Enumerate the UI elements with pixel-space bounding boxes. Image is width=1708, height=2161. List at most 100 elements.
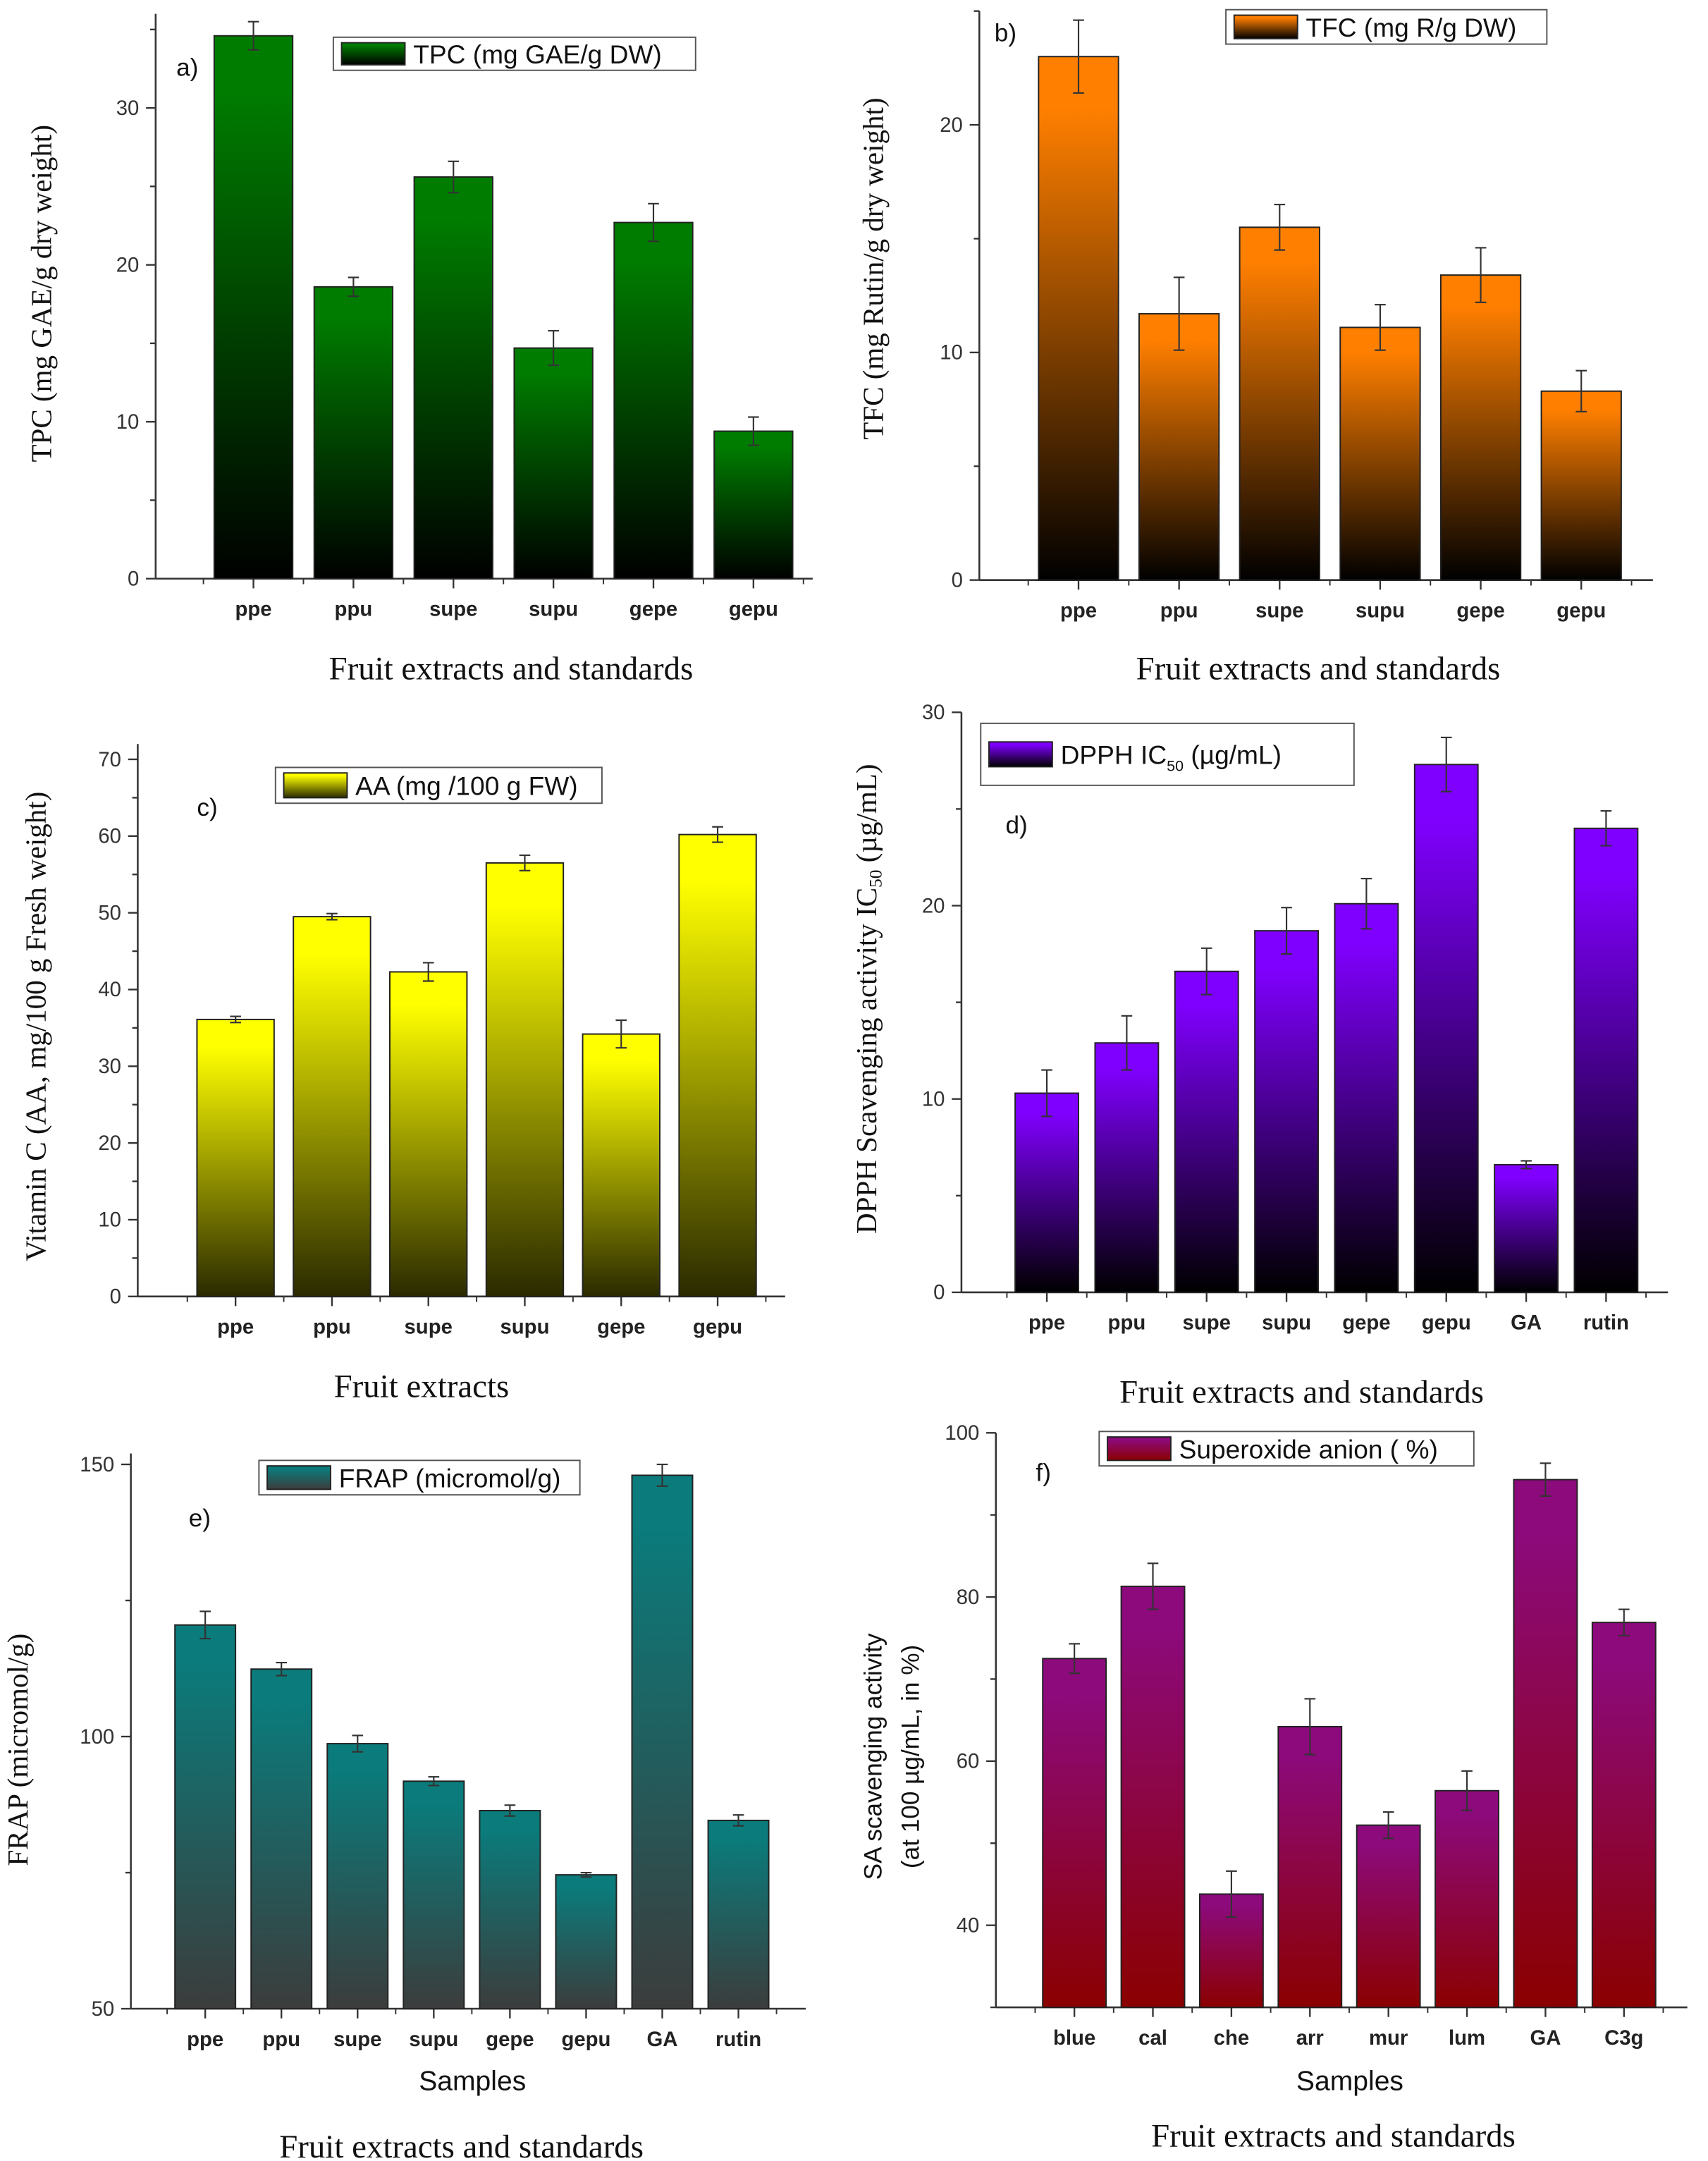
bar-rutin: [1573, 827, 1639, 1293]
x-tick-label: gepu: [729, 598, 778, 621]
error-bar-GA: [656, 1463, 668, 1487]
bar-gepu: [713, 430, 794, 580]
chart-panel-d: 0 10 20 30 ppe ppu supe supu gepe gepu GA rutin DPPH…: [850, 701, 1669, 1410]
error-bar-C3g: [1618, 1608, 1630, 1636]
bar-blue: [1042, 1658, 1107, 2009]
bar-ppe: [1014, 1092, 1079, 1293]
bar-ppu: [250, 1668, 313, 2010]
y-tick-label: 80: [957, 1586, 980, 1609]
y-tick-label: 0: [128, 568, 139, 591]
bar-ppu: [1094, 1042, 1160, 1293]
x-tick-label: GA: [1511, 1311, 1542, 1335]
x-tick-label: gepu: [1422, 1311, 1471, 1335]
y-tick-label: 60: [98, 825, 121, 848]
bar-mur: [1356, 1824, 1421, 2009]
x-tick-label: ppe: [217, 1316, 254, 1339]
error-bar-lum: [1461, 1770, 1473, 1811]
bar-supu: [1339, 326, 1421, 581]
y-tick-label: 20: [98, 1132, 121, 1155]
chart-panel-a: 0 10 20 30 ppe ppu supe supu gepe gepu TPC (mg GAE…: [25, 13, 813, 687]
error-bar-ppe: [247, 20, 259, 51]
y-tick-label: 10: [922, 1087, 945, 1110]
error-bar-gepu: [580, 1871, 592, 1878]
panel-label: b): [995, 20, 1016, 47]
legend: DPPH IC50 (µg/mL): [980, 722, 1355, 786]
x-tick-label: gepu: [561, 2028, 610, 2051]
error-bar-GA: [1520, 1160, 1532, 1170]
error-bar-ppu: [276, 1661, 288, 1677]
legend-swatch: [266, 1465, 331, 1490]
bar-gepe: [479, 1810, 541, 2010]
y-tick-label: 40: [98, 978, 121, 1001]
y-axis-label: TPC (mg GAE/g dry weight): [25, 125, 57, 462]
x-tick-label: supe: [405, 1316, 453, 1339]
chart-panel-c: 0 10 20 30 40 50 60 70 ppe ppu supe supu gepe gepu AA …: [19, 744, 785, 1404]
bar-gepu: [1540, 390, 1622, 581]
x-tick-label: supu: [500, 1316, 549, 1339]
bar-GA: [1513, 1479, 1578, 2009]
bar-supu: [513, 347, 594, 580]
x-axis-label: Fruit extracts: [334, 1368, 510, 1404]
error-bar-blue: [1069, 1643, 1080, 1675]
y-tick-label: 20: [116, 253, 140, 276]
bar-lum: [1434, 1789, 1499, 2009]
x-axis-label: Fruit extracts and standards: [1119, 1373, 1484, 1410]
bar-GA: [631, 1474, 694, 2010]
bar-ppu: [1138, 313, 1220, 581]
error-bar-supu: [428, 1776, 440, 1787]
error-bar-supe: [1274, 203, 1286, 251]
x-tick-label: GA: [1530, 2026, 1561, 2050]
legend-label: AA (mg /100 g FW): [355, 771, 578, 801]
x-axis-label: Fruit extracts and standards: [1136, 650, 1501, 687]
error-bar-gepu: [1575, 369, 1587, 412]
panel-label: c): [197, 794, 217, 821]
error-bar-gepe: [1360, 878, 1372, 930]
legend: Superoxide anion ( %): [1098, 1431, 1475, 1467]
y-axis-label-2: (at 100 µg/mL, in %): [897, 1645, 924, 1868]
x-tick-label: gepe: [597, 1316, 645, 1339]
error-bar-gepu: [748, 416, 759, 446]
error-bar-supu: [1281, 907, 1292, 955]
bar-supe: [1239, 226, 1320, 581]
y-axis-label: DPPH Scavenging activity IC50 (µg/mL): [850, 764, 886, 1233]
error-bar-GA: [1540, 1462, 1552, 1497]
x-tick-label: supe: [1255, 599, 1303, 622]
chart-panel-f: 40 60 80 100 blue cal che arr mur lum GA C3g Superox…: [860, 1421, 1688, 2154]
error-bar-supu: [1375, 304, 1386, 351]
y-tick-label: 20: [922, 894, 945, 917]
bar-supe: [326, 1743, 389, 2010]
x-tick-label: supe: [1183, 1311, 1231, 1335]
bar-supe: [1174, 970, 1239, 1293]
x-tick-label: supu: [1262, 1311, 1311, 1335]
x-axis-label: Fruit extracts and standards: [329, 650, 694, 687]
x-tick-label: ppu: [335, 598, 373, 621]
bar-ppu: [293, 916, 371, 1297]
error-bar-supe: [1200, 947, 1212, 996]
x-tick-label: rutin: [715, 2028, 761, 2051]
x-tick-label: blue: [1053, 2026, 1095, 2050]
x-tick-label: ppu: [262, 2028, 300, 2051]
panel-label: a): [176, 54, 198, 82]
x-axis-label: Samples: [1296, 2066, 1403, 2096]
error-bar-supe: [422, 962, 434, 982]
bar-ppu: [313, 286, 394, 580]
error-bar-gepu: [1440, 736, 1452, 792]
error-bar-supe: [448, 160, 460, 194]
bar-gepe: [582, 1033, 661, 1297]
caption: Fruit extracts and standards: [279, 2129, 644, 2161]
error-bar-supu: [519, 854, 531, 871]
error-bar-ppu: [326, 912, 338, 921]
y-tick-label: 0: [952, 568, 963, 592]
bar-C3g: [1591, 1622, 1657, 2009]
bar-gepe: [1334, 902, 1399, 1293]
panel-label: d): [1005, 812, 1027, 839]
y-tick-label: 0: [933, 1281, 945, 1304]
legend-swatch: [340, 42, 406, 66]
y-axis-label: Vitamin C (AA, mg/100 g Fresh weight): [19, 792, 51, 1261]
x-tick-label: supu: [529, 598, 578, 621]
x-tick-label: ppu: [1108, 1311, 1146, 1335]
x-axis-label: Samples: [419, 2066, 526, 2096]
legend-swatch: [1107, 1436, 1172, 1462]
x-tick-label: GA: [647, 2028, 678, 2051]
